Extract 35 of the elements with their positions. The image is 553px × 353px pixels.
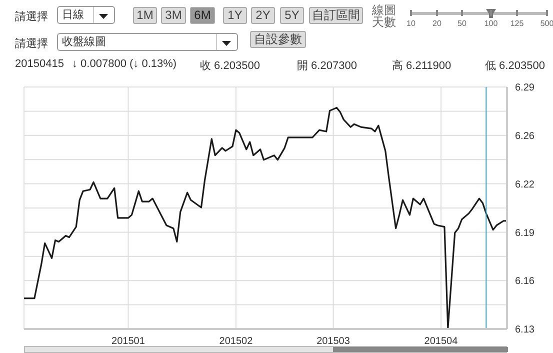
text: 10 (406, 19, 416, 28)
x-tick-label: 201504 (424, 336, 458, 348)
text: 請選擇 (15, 11, 48, 23)
text: 125 (510, 19, 524, 28)
text: 50 (458, 19, 466, 28)
x-tick-label: 201502 (219, 336, 254, 348)
y-tick-label: 6.26 (515, 130, 535, 142)
text: 請選擇 (15, 38, 48, 50)
text: 1Y (228, 8, 242, 22)
text: 2Y (256, 8, 270, 22)
text: 自訂區間 (312, 8, 360, 22)
y-tick-label: 6.22 (515, 179, 535, 190)
text: 日線 (62, 9, 84, 21)
y-tick-label: 6.16 (515, 276, 535, 288)
text: 500 (540, 19, 553, 28)
text: 1M (136, 8, 154, 22)
text: 20150415 (15, 58, 64, 70)
text: 3M (165, 8, 182, 22)
text: 開 6.207300 (297, 60, 357, 72)
text: 高 6.211900 (392, 60, 452, 72)
y-tick-label: 6.13 (515, 324, 535, 336)
text: 6M (194, 8, 211, 22)
text: 自設參數 (254, 32, 302, 46)
text: 收 6.203500 (200, 60, 260, 72)
text: 線圖天數 (372, 3, 396, 29)
x-tick-label: 201501 (112, 336, 146, 348)
text: 100 (484, 19, 498, 28)
text: 5Y (284, 8, 300, 22)
text: 低 6.203500 (485, 60, 545, 72)
y-tick-label: 6.19 (515, 228, 535, 239)
text: 收盤線圖 (62, 36, 106, 48)
text: ↓ 0.007800 (↓ 0.13%) (72, 58, 177, 70)
text: 20 (432, 19, 442, 28)
y-tick-label: 6.29 (515, 82, 535, 94)
x-tick-label: 201503 (316, 336, 350, 348)
